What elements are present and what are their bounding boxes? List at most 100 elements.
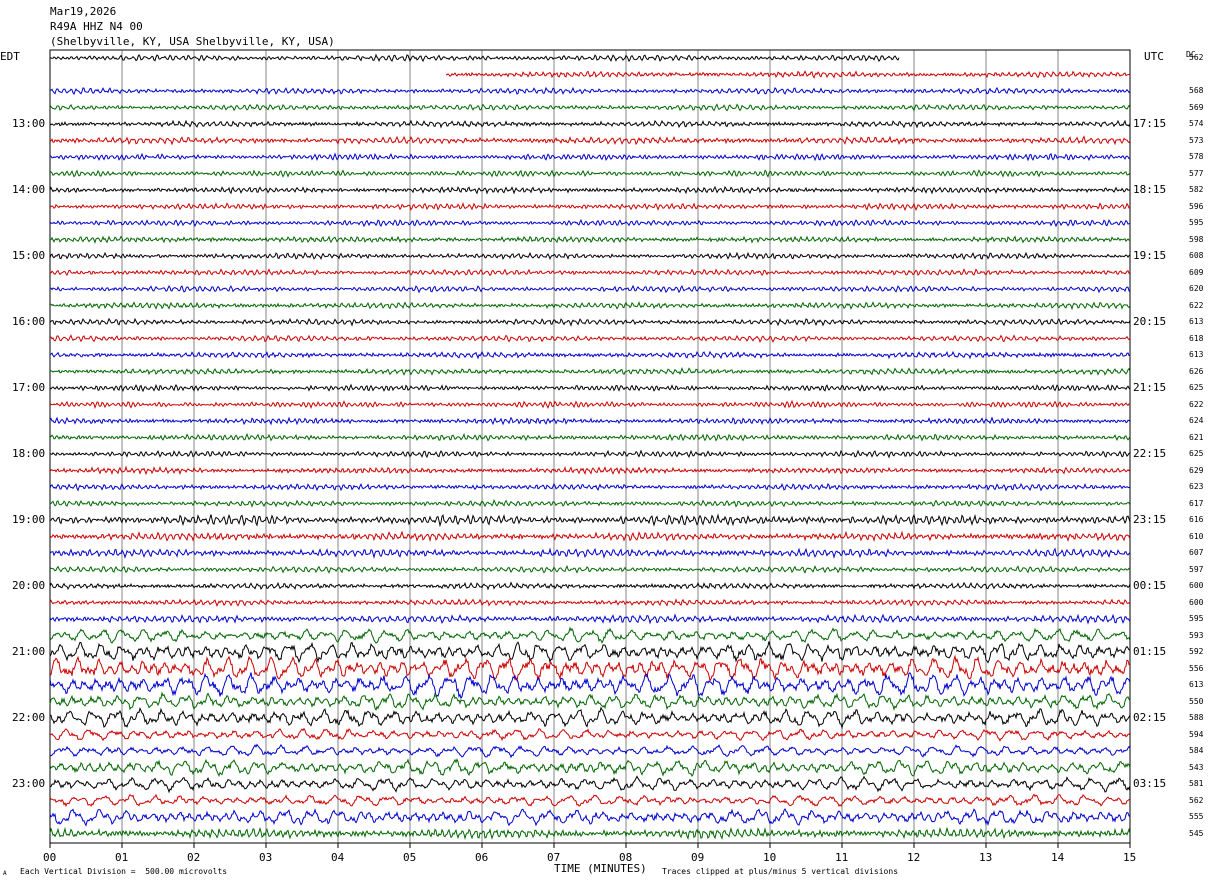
x-tick-label: 15 xyxy=(1123,851,1137,864)
dc-offset-value: 595 xyxy=(1189,614,1204,623)
dc-offset-value: 597 xyxy=(1189,564,1204,574)
trace-line xyxy=(49,301,1131,311)
trace-line xyxy=(49,547,1131,560)
header-date: Mar19,2026 xyxy=(50,5,117,18)
x-tick-label: 11 xyxy=(835,851,849,864)
trace-line xyxy=(49,465,1131,476)
x-tick-label: 13 xyxy=(979,851,993,864)
dc-offset-value: 594 xyxy=(1189,729,1204,739)
dc-offset-value: 621 xyxy=(1189,432,1204,442)
x-tick-label: 07 xyxy=(547,851,561,864)
trace-line xyxy=(49,626,1131,644)
dc-offset-value: 625 xyxy=(1189,383,1204,392)
trace-line xyxy=(49,202,1131,212)
trace-line xyxy=(49,169,1131,178)
trace-line xyxy=(49,251,1131,261)
trace-line xyxy=(49,482,1131,492)
left-hour-label: 18:00 xyxy=(12,447,46,460)
trace-line xyxy=(49,268,1131,277)
trace-line xyxy=(49,727,1131,742)
right-hour-label: 23:15 xyxy=(1133,513,1167,526)
trace-line xyxy=(446,70,1131,79)
header-location: (Shelbyville, KY, USA Shelbyville, KY, U… xyxy=(50,35,335,48)
dc-offset-value: 617 xyxy=(1189,498,1204,508)
left-hour-label: 13:00 xyxy=(12,117,46,130)
right-hour-label: 20:15 xyxy=(1133,315,1167,328)
dc-offset-value: 624 xyxy=(1189,416,1204,425)
right-hour-label: 01:15 xyxy=(1133,645,1167,658)
trace-line xyxy=(49,334,1131,343)
right-timezone-label: UTC xyxy=(1144,50,1164,63)
dc-offset-value: 613 xyxy=(1189,317,1204,326)
x-tick-label: 01 xyxy=(115,851,129,864)
x-axis-title: TIME (MINUTES) xyxy=(554,862,647,875)
trace-line xyxy=(49,119,1131,129)
left-hour-label: 16:00 xyxy=(12,315,46,328)
dc-offset-value: 555 xyxy=(1189,812,1204,821)
trace-line xyxy=(49,399,1131,410)
left-hour-label: 19:00 xyxy=(12,513,46,526)
x-tick-label: 08 xyxy=(619,851,633,864)
dc-offset-value: 573 xyxy=(1189,135,1204,145)
dc-offset-value: 610 xyxy=(1189,531,1204,541)
dc-offset-value: 626 xyxy=(1189,366,1204,376)
dc-offset-value: 584 xyxy=(1189,746,1204,755)
x-tick-label: 05 xyxy=(403,851,417,864)
right-hour-label: 03:15 xyxy=(1133,777,1167,790)
right-hour-label: 22:15 xyxy=(1133,447,1167,460)
x-tick-label: 10 xyxy=(763,851,777,864)
right-hour-label: 02:15 xyxy=(1133,711,1167,724)
trace-line xyxy=(49,432,1131,442)
left-hour-label: 23:00 xyxy=(12,777,46,790)
dc-offset-value: 550 xyxy=(1189,696,1204,706)
left-hour-label: 14:00 xyxy=(12,183,46,196)
right-hour-label: 00:15 xyxy=(1133,579,1167,592)
header-station: R49A HHZ N4 00 xyxy=(50,20,143,33)
trace-line xyxy=(49,808,1131,827)
x-tick-label: 09 xyxy=(691,851,705,864)
trace-line xyxy=(49,581,1131,591)
trace-line xyxy=(49,185,1131,195)
x-tick-label: 04 xyxy=(331,851,345,864)
dc-offset-value: 568 xyxy=(1189,86,1204,95)
trace-line xyxy=(49,613,1131,625)
right-hour-label: 18:15 xyxy=(1133,183,1167,196)
trace-line xyxy=(49,103,1131,112)
trace-line xyxy=(49,691,1131,711)
trace-line xyxy=(49,564,1131,574)
right-hour-label: 19:15 xyxy=(1133,249,1167,262)
x-tick-label: 14 xyxy=(1051,851,1065,864)
x-tick-label: 03 xyxy=(259,851,273,864)
dc-offset-value: 595 xyxy=(1189,218,1204,227)
left-hour-label: 20:00 xyxy=(12,579,46,592)
dc-offset-value: 618 xyxy=(1189,333,1204,343)
trace-line xyxy=(49,672,1131,700)
dc-offset-value: 556 xyxy=(1189,663,1204,673)
dc-offset-value: 545 xyxy=(1189,828,1204,838)
footer-left-mark: A xyxy=(3,870,7,877)
trace-line xyxy=(49,758,1131,778)
x-tick-label: 02 xyxy=(187,851,201,864)
dc-offset-value: 569 xyxy=(1189,102,1204,112)
dc-offset-value: 578 xyxy=(1189,152,1204,161)
x-tick-label: 12 xyxy=(907,851,921,864)
dc-offset-value: 613 xyxy=(1189,680,1204,689)
dc-offset-value: 616 xyxy=(1189,515,1204,524)
trace-line xyxy=(49,235,1131,244)
left-timezone-label: EDT xyxy=(0,50,20,63)
dc-offset-value: 581 xyxy=(1189,779,1204,788)
dc-offset-value: 562 xyxy=(1189,53,1204,62)
trace-line xyxy=(49,317,1131,327)
dc-offset-value: 596 xyxy=(1189,201,1204,211)
dc-offset-value: 608 xyxy=(1189,251,1204,260)
trace-line xyxy=(49,513,1131,528)
trace-line xyxy=(49,416,1131,426)
dc-offset-value: 620 xyxy=(1189,284,1204,293)
trace-line xyxy=(49,654,1131,683)
left-hour-label: 17:00 xyxy=(12,381,46,394)
footer-clip-note: Traces clipped at plus/minus 5 vertical … xyxy=(662,867,899,876)
trace-line xyxy=(49,383,1131,393)
x-tick-label: 00 xyxy=(43,851,57,864)
trace-line xyxy=(49,706,1131,730)
trace-line xyxy=(49,775,1131,794)
